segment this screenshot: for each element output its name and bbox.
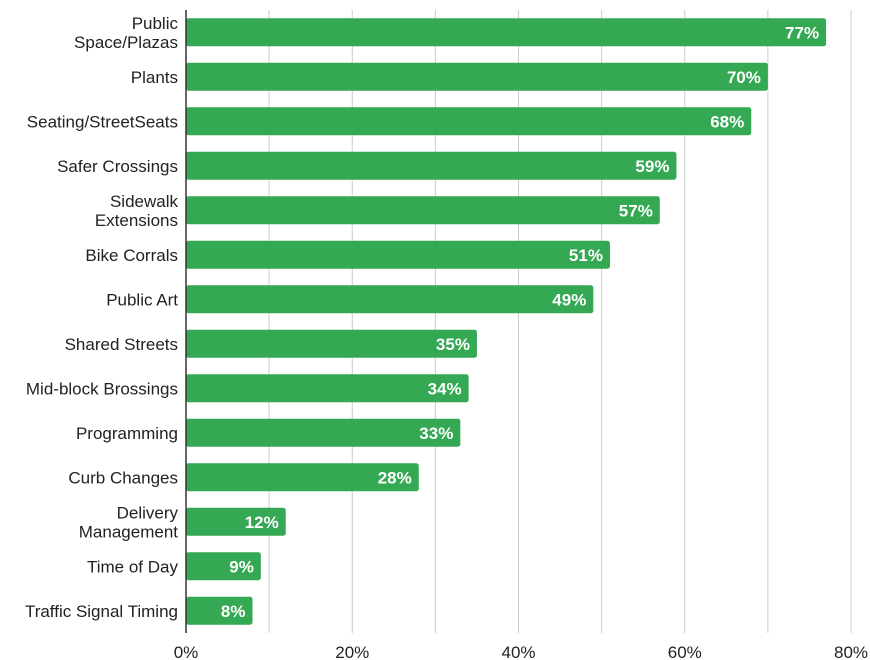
bar xyxy=(186,285,594,314)
bar-value-label: 68% xyxy=(710,112,744,131)
bar-value-label: 28% xyxy=(378,468,412,487)
category-label: Bike Corrals xyxy=(85,246,178,265)
bar xyxy=(186,329,477,358)
bar-value-label: 35% xyxy=(436,335,470,354)
x-tick-label: 60% xyxy=(668,643,702,660)
category-label: Sidewalk Extensions xyxy=(95,192,179,230)
category-label: Time of Day xyxy=(87,557,179,576)
category-label: Curb Changes xyxy=(68,468,178,487)
bar xyxy=(186,62,768,91)
category-label: Delivery Management xyxy=(79,503,179,541)
bar xyxy=(186,374,469,403)
bar-value-label: 34% xyxy=(428,379,462,398)
category-label: Shared Streets xyxy=(65,335,178,354)
bar-value-label: 33% xyxy=(419,424,453,443)
category-label: Programming xyxy=(76,424,178,443)
bar xyxy=(186,151,677,180)
category-label: Traffic Signal Timing xyxy=(25,602,178,621)
bar-value-label: 57% xyxy=(619,201,653,220)
bar xyxy=(186,463,419,492)
bar xyxy=(186,18,827,47)
bars xyxy=(186,18,827,625)
category-label: Plants xyxy=(131,68,178,87)
bar-value-label: 9% xyxy=(229,557,254,576)
bar xyxy=(186,196,660,225)
bar xyxy=(186,507,286,536)
bar xyxy=(186,240,610,269)
bar-value-label: 77% xyxy=(785,23,819,42)
bar xyxy=(186,596,253,625)
labels: 0% 20% 40% 60% 80% 77% Public Space/Plazas 70% Pl… xyxy=(25,14,868,660)
category-label: Public Art xyxy=(106,290,178,309)
bar xyxy=(186,107,752,136)
bar-value-label: 12% xyxy=(245,513,279,532)
bar xyxy=(186,418,461,447)
bar-value-label: 8% xyxy=(221,602,246,621)
category-label: Safer Crossings xyxy=(57,157,178,176)
bar-value-label: 51% xyxy=(569,246,603,265)
category-label: Public Space/Plazas xyxy=(74,14,178,52)
category-label: Mid-block Brossings xyxy=(26,379,178,398)
gridlines xyxy=(268,10,852,633)
bar xyxy=(186,552,261,581)
x-tick-label: 20% xyxy=(335,643,369,660)
x-tick-label: 0% xyxy=(174,643,199,660)
bar-value-label: 49% xyxy=(552,290,586,309)
bar-value-label: 59% xyxy=(635,157,669,176)
category-label: Seating/StreetSeats xyxy=(27,112,178,131)
x-tick-label: 80% xyxy=(834,643,868,660)
x-tick-label: 40% xyxy=(501,643,535,660)
bar-value-label: 70% xyxy=(727,68,761,87)
